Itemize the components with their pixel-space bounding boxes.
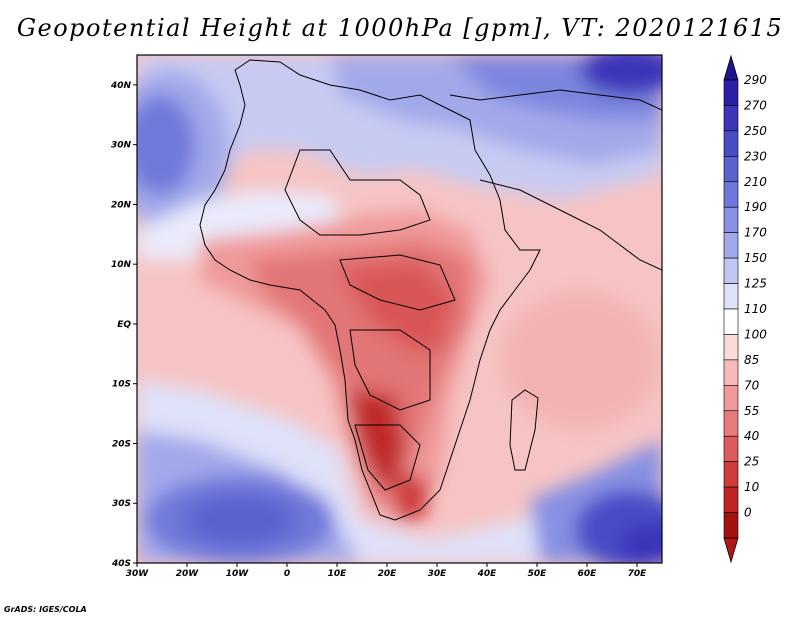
lon-tick-label: 10E <box>328 569 348 579</box>
colorbar-swatch <box>723 130 739 157</box>
lat-axis: 40N 30N 20N 10N EQ 10S 20S 30S 40S <box>110 81 137 569</box>
colorbar-swatch <box>723 410 739 437</box>
lon-tick-label: 20W <box>176 569 200 579</box>
lon-tick-label: 10W <box>226 569 250 579</box>
colorbar-swatch <box>723 79 739 106</box>
colorbar-label: 250 <box>744 124 767 138</box>
colorbar-top-arrow <box>723 54 739 81</box>
colorbar-label: 10 <box>744 480 760 494</box>
colorbar-label: 100 <box>744 327 767 341</box>
colorbar-label: 125 <box>744 277 767 291</box>
colorbar-label: 190 <box>744 200 767 214</box>
map-title: Geopotential Height at 1000hPa [gpm], VT… <box>16 14 784 42</box>
colorbar-label: 230 <box>744 149 767 163</box>
colorbar-swatch <box>723 308 739 335</box>
colorbar-label: 270 <box>744 98 767 112</box>
colorbar-swatch <box>723 334 739 361</box>
coastlines <box>199 59 662 521</box>
lat-tick-label: EQ <box>117 320 131 330</box>
map-frame <box>136 54 663 564</box>
colorbar-label: 70 <box>744 378 760 392</box>
lon-tick-label: 30W <box>126 569 150 579</box>
lon-tick-label: 60E <box>578 569 598 579</box>
colorbar-swatch <box>723 359 739 386</box>
lat-tick-label: 40S <box>111 559 131 569</box>
colorbar-label: 110 <box>744 302 767 316</box>
colorbar-swatch <box>723 486 739 513</box>
colorbar-swatch <box>723 232 739 259</box>
colorbar-label: 85 <box>744 353 759 367</box>
lon-tick-label: 0 <box>284 569 290 579</box>
colorbar-label: 55 <box>744 404 759 418</box>
lat-tick-label: 20S <box>112 439 131 449</box>
lat-tick-label: 10N <box>111 260 132 270</box>
credit-label: GrADS: IGES/COLA <box>4 605 87 614</box>
colorbar-swatch <box>723 283 739 310</box>
colorbar-swatch <box>723 105 739 132</box>
lon-tick-label: 40E <box>477 569 498 579</box>
lon-tick-label: 50E <box>528 569 548 579</box>
colorbar-swatch <box>723 206 739 233</box>
colorbar-swatch <box>723 512 739 539</box>
lon-tick-label: 20E <box>378 569 398 579</box>
colorbar-label: 290 <box>744 73 767 87</box>
colorbar-label: 170 <box>744 226 767 240</box>
colorbar-label: 40 <box>744 429 760 443</box>
lat-tick-label: 30N <box>111 141 132 151</box>
colorbar-swatch <box>723 156 739 183</box>
colorbar: 2902702502302101901701501251101008570554… <box>723 54 767 564</box>
colorbar-swatch <box>723 461 739 488</box>
lat-tick-label: 10S <box>112 380 131 390</box>
colorbar-label: 25 <box>744 455 759 469</box>
colorbar-swatch <box>723 181 739 208</box>
lon-axis: 30W 20W 10W 0 10E 20E 30E 40E 50E 60E 70E <box>126 563 647 579</box>
lat-tick-label: 40N <box>110 81 132 91</box>
height-field <box>137 55 662 563</box>
lon-tick-label: 30E <box>428 569 448 579</box>
colorbar-swatch <box>723 385 739 412</box>
colorbar-swatch <box>723 435 739 462</box>
colorbar-label: 150 <box>744 251 767 265</box>
lon-tick-label: 70E <box>628 569 648 579</box>
colorbar-bottom-arrow <box>723 537 739 564</box>
colorbar-label: 0 <box>744 506 752 520</box>
colorbar-label: 210 <box>744 175 767 189</box>
lat-tick-label: 20N <box>111 200 132 210</box>
colorbar-swatch <box>723 257 739 284</box>
lat-tick-label: 30S <box>112 499 131 509</box>
